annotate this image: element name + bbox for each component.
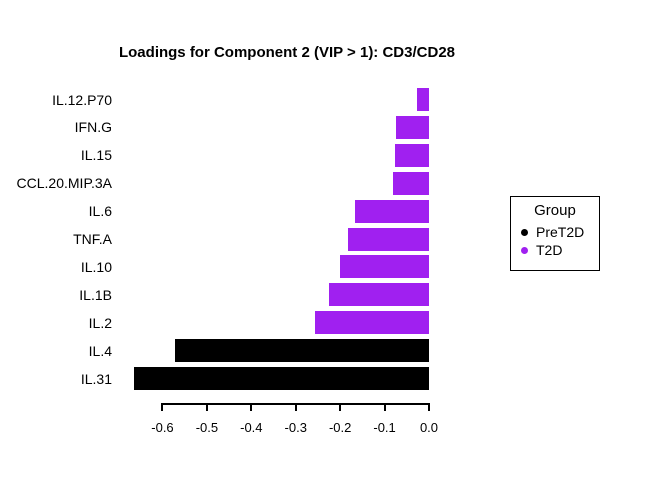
legend-title: Group xyxy=(534,202,576,219)
bar xyxy=(133,367,429,390)
category-label: TNF.A xyxy=(73,231,112,247)
category-label: IL.12.P70 xyxy=(52,91,112,108)
category-label: IL.4 xyxy=(88,342,112,359)
tick-mark xyxy=(339,403,342,411)
bar xyxy=(393,171,429,195)
category-label: IL.10 xyxy=(80,258,112,275)
category-label: IL.15 xyxy=(80,147,112,164)
bar xyxy=(417,88,429,111)
tick-mark xyxy=(205,403,208,411)
legend: Group PreT2D T2D xyxy=(510,196,600,271)
legend-item: T2D xyxy=(511,241,599,259)
legend-dot-icon xyxy=(521,228,528,236)
bar xyxy=(354,199,429,223)
tick-mark xyxy=(294,403,297,411)
tick-label: -0.2 xyxy=(328,420,352,435)
category-label: IL.6 xyxy=(88,203,112,220)
category-label: IFN.G xyxy=(74,119,112,136)
bar xyxy=(315,311,429,335)
tick-label: -0.5 xyxy=(195,420,219,435)
bar xyxy=(339,255,429,279)
tick-label: -0.4 xyxy=(240,420,263,435)
tick-label: 0.0 xyxy=(419,420,439,435)
tick-mark xyxy=(383,403,386,411)
chart-title: Loadings for Component 2 (VIP > 1): CD3/… xyxy=(118,44,455,61)
legend-item-label: PreT2D xyxy=(536,224,585,240)
bar xyxy=(329,283,429,307)
tick-mark xyxy=(161,403,164,411)
bar xyxy=(396,115,429,139)
category-label: IL.2 xyxy=(88,314,112,331)
tick-mark xyxy=(250,403,253,411)
category-label: IL.31 xyxy=(80,370,112,387)
category-label: IL.1B xyxy=(79,286,112,303)
legend-item: PreT2D xyxy=(511,223,599,241)
tick-mark xyxy=(428,403,430,411)
bar xyxy=(394,143,429,167)
legend-dot-icon xyxy=(521,246,528,254)
tick-label: -0.1 xyxy=(373,420,396,435)
bar xyxy=(175,339,429,363)
legend-item-label: T2D xyxy=(536,242,563,258)
tick-label: -0.3 xyxy=(284,420,307,435)
tick-label: -0.6 xyxy=(151,420,174,435)
legend-items: PreT2D T2D xyxy=(511,223,599,259)
category-label: CCL.20.MIP.3A xyxy=(16,175,112,192)
bar xyxy=(347,227,429,251)
